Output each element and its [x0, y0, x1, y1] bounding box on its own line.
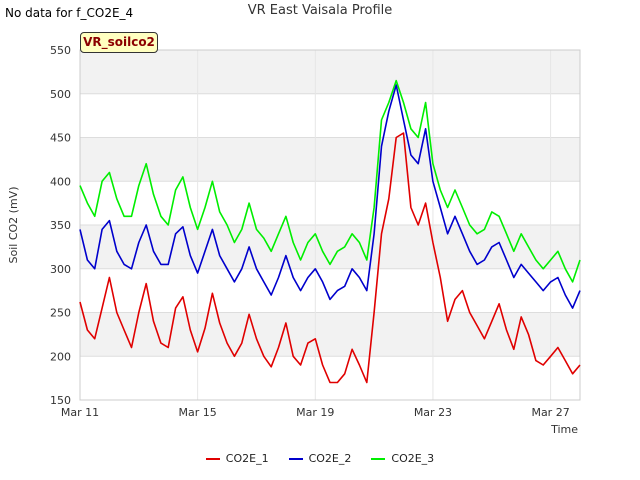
series-line-co2e-2 — [79, 84, 581, 309]
site-badge: VR_soilco2 — [80, 32, 158, 53]
x-tick-label: Mar 15 — [179, 406, 217, 419]
legend: CO2E_1 CO2E_2 CO2E_3 — [0, 452, 640, 465]
legend-item-co2e-3[interactable]: CO2E_3 — [371, 452, 434, 465]
y-tick-label: 500 — [50, 88, 71, 101]
legend-label-co2e-1: CO2E_1 — [225, 452, 269, 465]
y-tick-label: 350 — [50, 219, 71, 232]
x-tick-label: Mar 27 — [531, 406, 569, 419]
y-tick-label: 550 — [50, 44, 71, 57]
y-tick-label: 150 — [50, 394, 71, 407]
plot-bands — [80, 50, 580, 400]
plot-band — [80, 93, 580, 138]
x-axis-label: Time — [550, 423, 578, 436]
legend-label-co2e-3: CO2E_3 — [391, 452, 435, 465]
y-tick-label: 200 — [50, 350, 71, 363]
series-group — [79, 79, 581, 384]
x-tick-label: Mar 11 — [61, 406, 99, 419]
no-data-note: No data for f_CO2E_4 — [5, 6, 134, 20]
x-tick-label: Mar 23 — [414, 406, 452, 419]
y-axis-ticks: 150 200 250 300 350 400 450 500 550 — [50, 44, 71, 407]
y-tick-label: 250 — [50, 307, 71, 320]
series-line-co2e-3 — [79, 79, 581, 283]
x-axis-ticks: Mar 11 Mar 15 Mar 19 Mar 23 Mar 27 — [61, 406, 570, 419]
plot-band — [80, 181, 580, 225]
y-tick-label: 450 — [50, 132, 71, 145]
plot-border — [79, 49, 581, 401]
x-tick-label: Mar 19 — [296, 406, 334, 419]
legend-swatch-co2e-3 — [371, 457, 386, 460]
legend-item-co2e-2[interactable]: CO2E_2 — [288, 452, 352, 465]
legend-label-co2e-2: CO2E_2 — [308, 452, 352, 465]
y-axis-label: Soil CO2 (mV) — [7, 187, 20, 264]
y-tick-label: 400 — [50, 175, 71, 188]
legend-item-co2e-1[interactable]: CO2E_1 — [205, 452, 269, 465]
plot-band — [80, 137, 580, 182]
y-tick-label: 300 — [50, 263, 71, 276]
series-line-co2e-1 — [79, 132, 581, 384]
legend-swatch-co2e-1 — [205, 457, 220, 460]
legend-swatch-co2e-2 — [288, 457, 303, 460]
plot-band — [80, 50, 580, 94]
plot-band — [80, 312, 580, 357]
plot-band — [80, 268, 580, 313]
plot-band — [80, 356, 580, 400]
plot-band — [80, 225, 580, 269]
chart-title: VR East Vaisala Profile — [247, 3, 393, 18]
